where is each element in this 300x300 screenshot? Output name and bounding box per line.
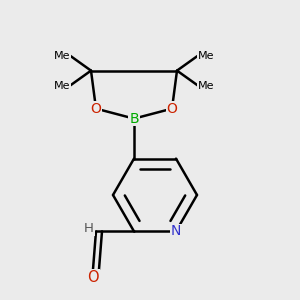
Text: Me: Me [198, 81, 214, 91]
Text: O: O [91, 102, 101, 116]
Text: Me: Me [53, 51, 70, 61]
Text: H: H [84, 222, 94, 235]
Text: Me: Me [53, 81, 70, 91]
Text: O: O [87, 270, 99, 285]
Text: N: N [171, 224, 181, 239]
Text: B: B [129, 112, 139, 126]
Text: O: O [167, 102, 177, 116]
Text: Me: Me [198, 51, 214, 61]
